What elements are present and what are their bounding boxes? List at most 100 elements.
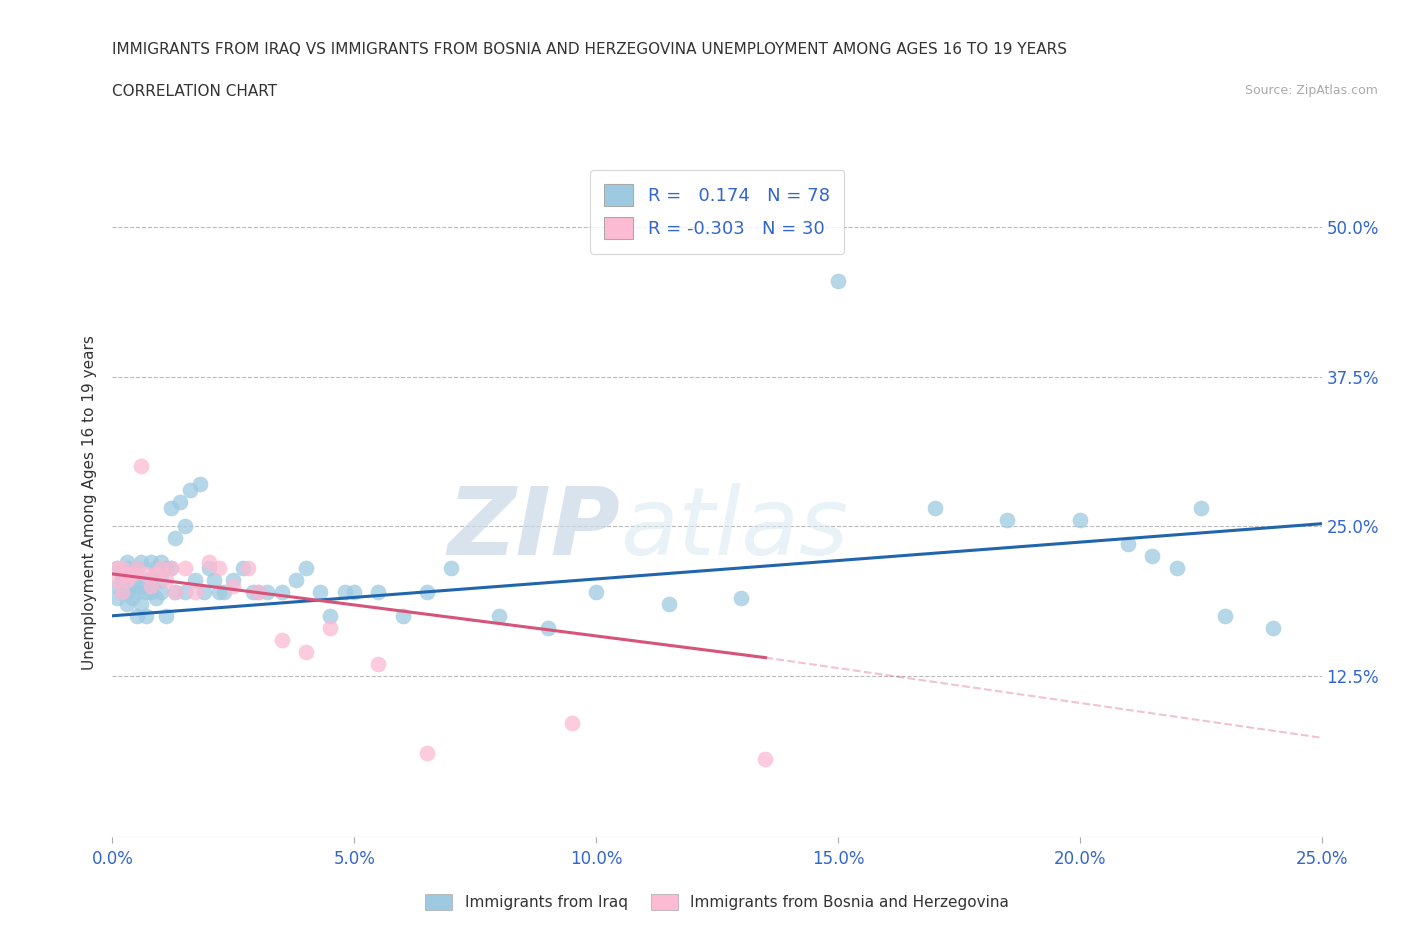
Point — [125, 561, 148, 576]
Point — [155, 608, 177, 623]
Point — [193, 584, 215, 599]
Point — [827, 273, 849, 288]
Point — [115, 561, 138, 576]
Point — [149, 554, 172, 569]
Point — [537, 620, 560, 635]
Point — [115, 596, 138, 611]
Point — [111, 584, 134, 599]
Point — [256, 584, 278, 599]
Point — [111, 584, 134, 599]
Point — [125, 561, 148, 576]
Point — [295, 644, 318, 659]
Point — [295, 561, 318, 576]
Point — [135, 608, 157, 623]
Point — [121, 578, 143, 593]
Point — [270, 632, 292, 647]
Point — [222, 578, 245, 593]
Point — [135, 584, 157, 599]
Point — [131, 596, 153, 611]
Point — [131, 578, 153, 593]
Point — [202, 573, 225, 588]
Y-axis label: Unemployment Among Ages 16 to 19 years: Unemployment Among Ages 16 to 19 years — [82, 335, 97, 670]
Point — [145, 561, 167, 576]
Point — [115, 566, 138, 581]
Point — [1116, 537, 1139, 551]
Point — [165, 531, 187, 546]
Point — [198, 554, 221, 569]
Point — [145, 591, 167, 605]
Point — [135, 566, 157, 581]
Point — [141, 578, 163, 593]
Point — [121, 591, 143, 605]
Point — [343, 584, 366, 599]
Point — [995, 512, 1018, 527]
Point — [155, 573, 177, 588]
Point — [125, 608, 148, 623]
Point — [212, 584, 235, 599]
Text: CORRELATION CHART: CORRELATION CHART — [112, 84, 277, 99]
Point — [391, 608, 413, 623]
Point — [105, 561, 128, 576]
Point — [121, 566, 143, 581]
Point — [155, 561, 177, 576]
Point — [658, 596, 681, 611]
Point — [159, 561, 181, 576]
Point — [285, 573, 308, 588]
Point — [270, 584, 292, 599]
Point — [246, 584, 269, 599]
Point — [488, 608, 510, 623]
Point — [183, 573, 205, 588]
Point — [121, 566, 143, 581]
Point — [1189, 500, 1212, 515]
Point — [924, 500, 946, 515]
Point — [115, 584, 138, 599]
Point — [105, 561, 128, 576]
Point — [111, 566, 134, 581]
Text: ZIP: ZIP — [447, 483, 620, 575]
Point — [149, 561, 172, 576]
Point — [309, 584, 332, 599]
Point — [115, 554, 138, 569]
Text: Source: ZipAtlas.com: Source: ZipAtlas.com — [1244, 84, 1378, 97]
Point — [141, 554, 163, 569]
Point — [1166, 561, 1188, 576]
Point — [145, 566, 167, 581]
Point — [585, 584, 607, 599]
Point — [135, 573, 157, 588]
Point — [416, 746, 439, 761]
Point — [440, 561, 463, 576]
Point — [149, 584, 172, 599]
Text: IMMIGRANTS FROM IRAQ VS IMMIGRANTS FROM BOSNIA AND HERZEGOVINA UNEMPLOYMENT AMON: IMMIGRANTS FROM IRAQ VS IMMIGRANTS FROM … — [112, 42, 1067, 57]
Point — [105, 578, 128, 593]
Point — [174, 584, 197, 599]
Point — [416, 584, 439, 599]
Point — [730, 591, 752, 605]
Point — [169, 495, 191, 510]
Point — [159, 500, 181, 515]
Point — [149, 573, 172, 588]
Point — [174, 561, 197, 576]
Point — [561, 716, 583, 731]
Point — [333, 584, 356, 599]
Point — [1213, 608, 1236, 623]
Point — [165, 584, 187, 599]
Point — [179, 483, 201, 498]
Point — [111, 561, 134, 576]
Point — [367, 584, 389, 599]
Point — [319, 608, 342, 623]
Point — [188, 477, 211, 492]
Point — [183, 584, 205, 599]
Point — [222, 573, 245, 588]
Point — [232, 561, 254, 576]
Point — [105, 591, 128, 605]
Point — [236, 561, 259, 576]
Point — [754, 751, 776, 766]
Point — [174, 519, 197, 534]
Text: atlas: atlas — [620, 484, 849, 575]
Point — [141, 573, 163, 588]
Point — [131, 554, 153, 569]
Point — [159, 561, 181, 576]
Point — [111, 573, 134, 588]
Point — [208, 561, 231, 576]
Point — [367, 657, 389, 671]
